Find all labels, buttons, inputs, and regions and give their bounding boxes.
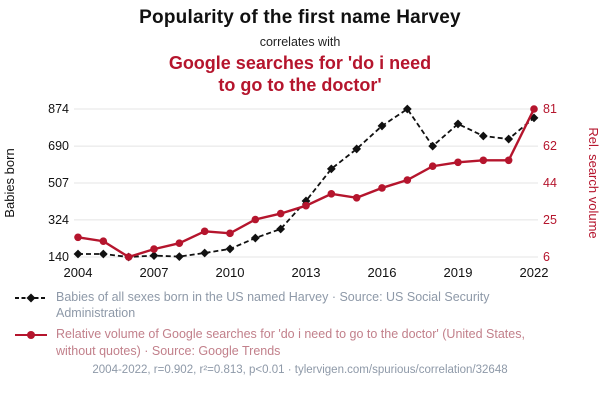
- legend-label-searches: Relative volume of Google searches for '…: [56, 327, 525, 358]
- svg-text:2004: 2004: [64, 265, 93, 280]
- svg-text:Rel. search volume: Rel. search volume: [586, 127, 600, 238]
- chart-subtitle: Google searches for 'do i need to go to …: [168, 53, 432, 95]
- svg-text:140: 140: [48, 250, 69, 264]
- black-dashed-diamond-swatch-icon: [15, 293, 47, 303]
- chart-svg: 874 81 690 62 507 44 324 25 140 6 2004 2007 2010 2013…: [2, 102, 600, 280]
- svg-text:81: 81: [543, 102, 557, 116]
- legend-label-babies: Babies of all sexes born in the US named…: [56, 289, 490, 321]
- svg-text:44: 44: [543, 176, 557, 190]
- svg-text:25: 25: [543, 213, 557, 227]
- svg-text:507: 507: [48, 176, 69, 190]
- legend-item-searches: Relative volume of Google searches for '…: [14, 326, 600, 359]
- footer-stats: 2004-2022, r=0.902, r²=0.813, p<0.01 · t…: [92, 363, 508, 376]
- svg-text:2022: 2022: [520, 265, 549, 280]
- svg-text:874: 874: [48, 102, 69, 116]
- red-line-circle-swatch-icon: [15, 331, 47, 340]
- svg-text:2016: 2016: [368, 265, 397, 280]
- svg-text:Babies born: Babies born: [2, 148, 17, 217]
- chart-title: Popularity of the first name Harvey: [139, 7, 461, 28]
- svg-text:2007: 2007: [140, 265, 169, 280]
- svg-text:2010: 2010: [216, 265, 245, 280]
- svg-text:62: 62: [543, 139, 557, 153]
- legend: Babies of all sexes born in the US named…: [14, 289, 600, 359]
- svg-text:2019: 2019: [444, 265, 473, 280]
- svg-text:2013: 2013: [292, 265, 321, 280]
- svg-text:6: 6: [543, 250, 550, 264]
- svg-text:690: 690: [48, 139, 69, 153]
- svg-text:324: 324: [48, 213, 69, 227]
- legend-item-babies: Babies of all sexes born in the US named…: [14, 289, 600, 322]
- correlates-with-label: correlates with: [259, 35, 341, 49]
